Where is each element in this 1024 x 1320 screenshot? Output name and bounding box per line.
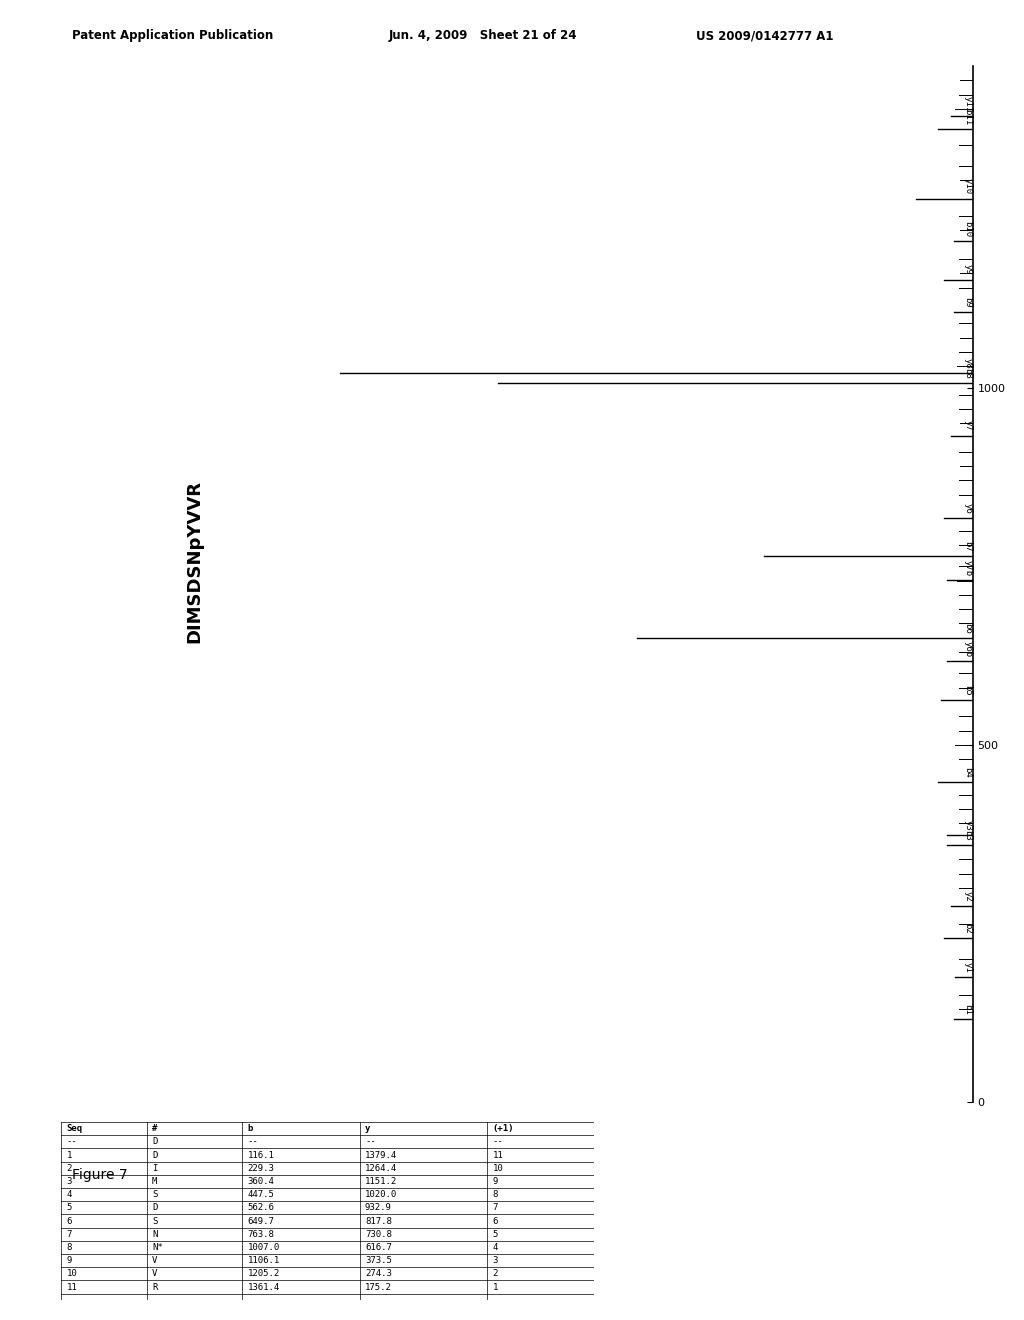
Text: y8: y8	[964, 358, 972, 370]
Text: b1: b1	[964, 1005, 972, 1015]
Text: y10: y10	[964, 178, 972, 194]
Text: 1361.4: 1361.4	[248, 1283, 280, 1291]
Text: 11: 11	[493, 1151, 504, 1159]
Text: b2: b2	[964, 923, 972, 935]
Text: 229.3: 229.3	[248, 1164, 274, 1172]
Text: b8: b8	[964, 367, 972, 379]
Text: Seq: Seq	[67, 1125, 83, 1133]
Text: D: D	[152, 1138, 158, 1146]
Text: 1151.2: 1151.2	[365, 1177, 397, 1185]
Text: b10: b10	[964, 220, 972, 236]
Text: y7: y7	[964, 421, 972, 432]
Text: 817.8: 817.8	[365, 1217, 392, 1225]
Text: y7b: y7b	[964, 560, 972, 576]
Text: 4: 4	[67, 1191, 72, 1199]
Text: y6b: y6b	[964, 642, 972, 657]
Text: S: S	[152, 1191, 158, 1199]
Text: 5: 5	[67, 1204, 72, 1212]
Text: 373.5: 373.5	[365, 1257, 392, 1265]
Text: Patent Application Publication: Patent Application Publication	[72, 29, 273, 42]
Text: 1: 1	[67, 1151, 72, 1159]
Text: 763.8: 763.8	[248, 1230, 274, 1238]
Text: 1020.0: 1020.0	[365, 1191, 397, 1199]
Text: 3: 3	[67, 1177, 72, 1185]
Text: y3: y3	[964, 820, 972, 832]
Text: 6: 6	[493, 1217, 498, 1225]
Text: 730.8: 730.8	[365, 1230, 392, 1238]
Text: 9: 9	[67, 1257, 72, 1265]
Text: b: b	[248, 1125, 253, 1133]
Text: V: V	[152, 1257, 158, 1265]
Text: 9: 9	[493, 1177, 498, 1185]
Text: 10: 10	[67, 1270, 78, 1278]
Text: S: S	[152, 1217, 158, 1225]
Text: 1: 1	[493, 1283, 498, 1291]
Text: 1106.1: 1106.1	[248, 1257, 280, 1265]
Text: b6: b6	[964, 623, 972, 634]
Text: D: D	[152, 1151, 158, 1159]
Text: y9: y9	[964, 264, 972, 276]
Text: 2: 2	[67, 1164, 72, 1172]
Text: b5: b5	[964, 685, 972, 696]
Text: b3: b3	[964, 829, 972, 841]
Text: 447.5: 447.5	[248, 1191, 274, 1199]
Text: y: y	[365, 1125, 371, 1133]
Text: 616.7: 616.7	[365, 1243, 392, 1251]
Text: 7: 7	[67, 1230, 72, 1238]
Text: I: I	[152, 1164, 158, 1172]
Text: --: --	[248, 1138, 258, 1146]
Text: b7: b7	[964, 541, 972, 552]
Text: 1007.0: 1007.0	[248, 1243, 280, 1251]
Text: 6: 6	[67, 1217, 72, 1225]
Text: --: --	[493, 1138, 504, 1146]
Text: N*: N*	[152, 1243, 163, 1251]
Text: D: D	[152, 1204, 158, 1212]
Text: b9: b9	[964, 297, 972, 308]
Text: N: N	[152, 1230, 158, 1238]
Text: Figure 7: Figure 7	[72, 1168, 127, 1183]
Text: 4: 4	[493, 1243, 498, 1251]
Text: 1379.4: 1379.4	[365, 1151, 397, 1159]
Text: #: #	[152, 1125, 158, 1133]
Text: b4: b4	[964, 767, 972, 777]
Text: 1205.2: 1205.2	[248, 1270, 280, 1278]
Text: 11: 11	[67, 1283, 78, 1291]
Text: DIMSDSNpYVVR: DIMSDSNpYVVR	[185, 479, 204, 643]
Text: Jun. 4, 2009   Sheet 21 of 24: Jun. 4, 2009 Sheet 21 of 24	[389, 29, 578, 42]
Text: 175.2: 175.2	[365, 1283, 392, 1291]
Text: US 2009/0142777 A1: US 2009/0142777 A1	[696, 29, 834, 42]
Text: 1264.4: 1264.4	[365, 1164, 397, 1172]
Text: 8: 8	[493, 1191, 498, 1199]
Text: 360.4: 360.4	[248, 1177, 274, 1185]
Text: 3: 3	[493, 1257, 498, 1265]
Text: 649.7: 649.7	[248, 1217, 274, 1225]
Text: 274.3: 274.3	[365, 1270, 392, 1278]
Text: b11: b11	[964, 110, 972, 125]
Text: V: V	[152, 1270, 158, 1278]
Text: --: --	[67, 1138, 78, 1146]
Text: 7: 7	[493, 1204, 498, 1212]
Text: R: R	[152, 1283, 158, 1291]
Text: y11: y11	[964, 96, 972, 112]
Text: 116.1: 116.1	[248, 1151, 274, 1159]
Text: (+1): (+1)	[493, 1125, 514, 1133]
Text: --: --	[365, 1138, 376, 1146]
Text: 10: 10	[493, 1164, 504, 1172]
Text: 932.9: 932.9	[365, 1204, 392, 1212]
Text: 8: 8	[67, 1243, 72, 1251]
Text: M: M	[152, 1177, 158, 1185]
Text: y1: y1	[964, 962, 972, 973]
Text: y2: y2	[964, 891, 972, 902]
Text: 562.6: 562.6	[248, 1204, 274, 1212]
Text: 5: 5	[493, 1230, 498, 1238]
Text: 2: 2	[493, 1270, 498, 1278]
Text: y6: y6	[964, 503, 972, 513]
